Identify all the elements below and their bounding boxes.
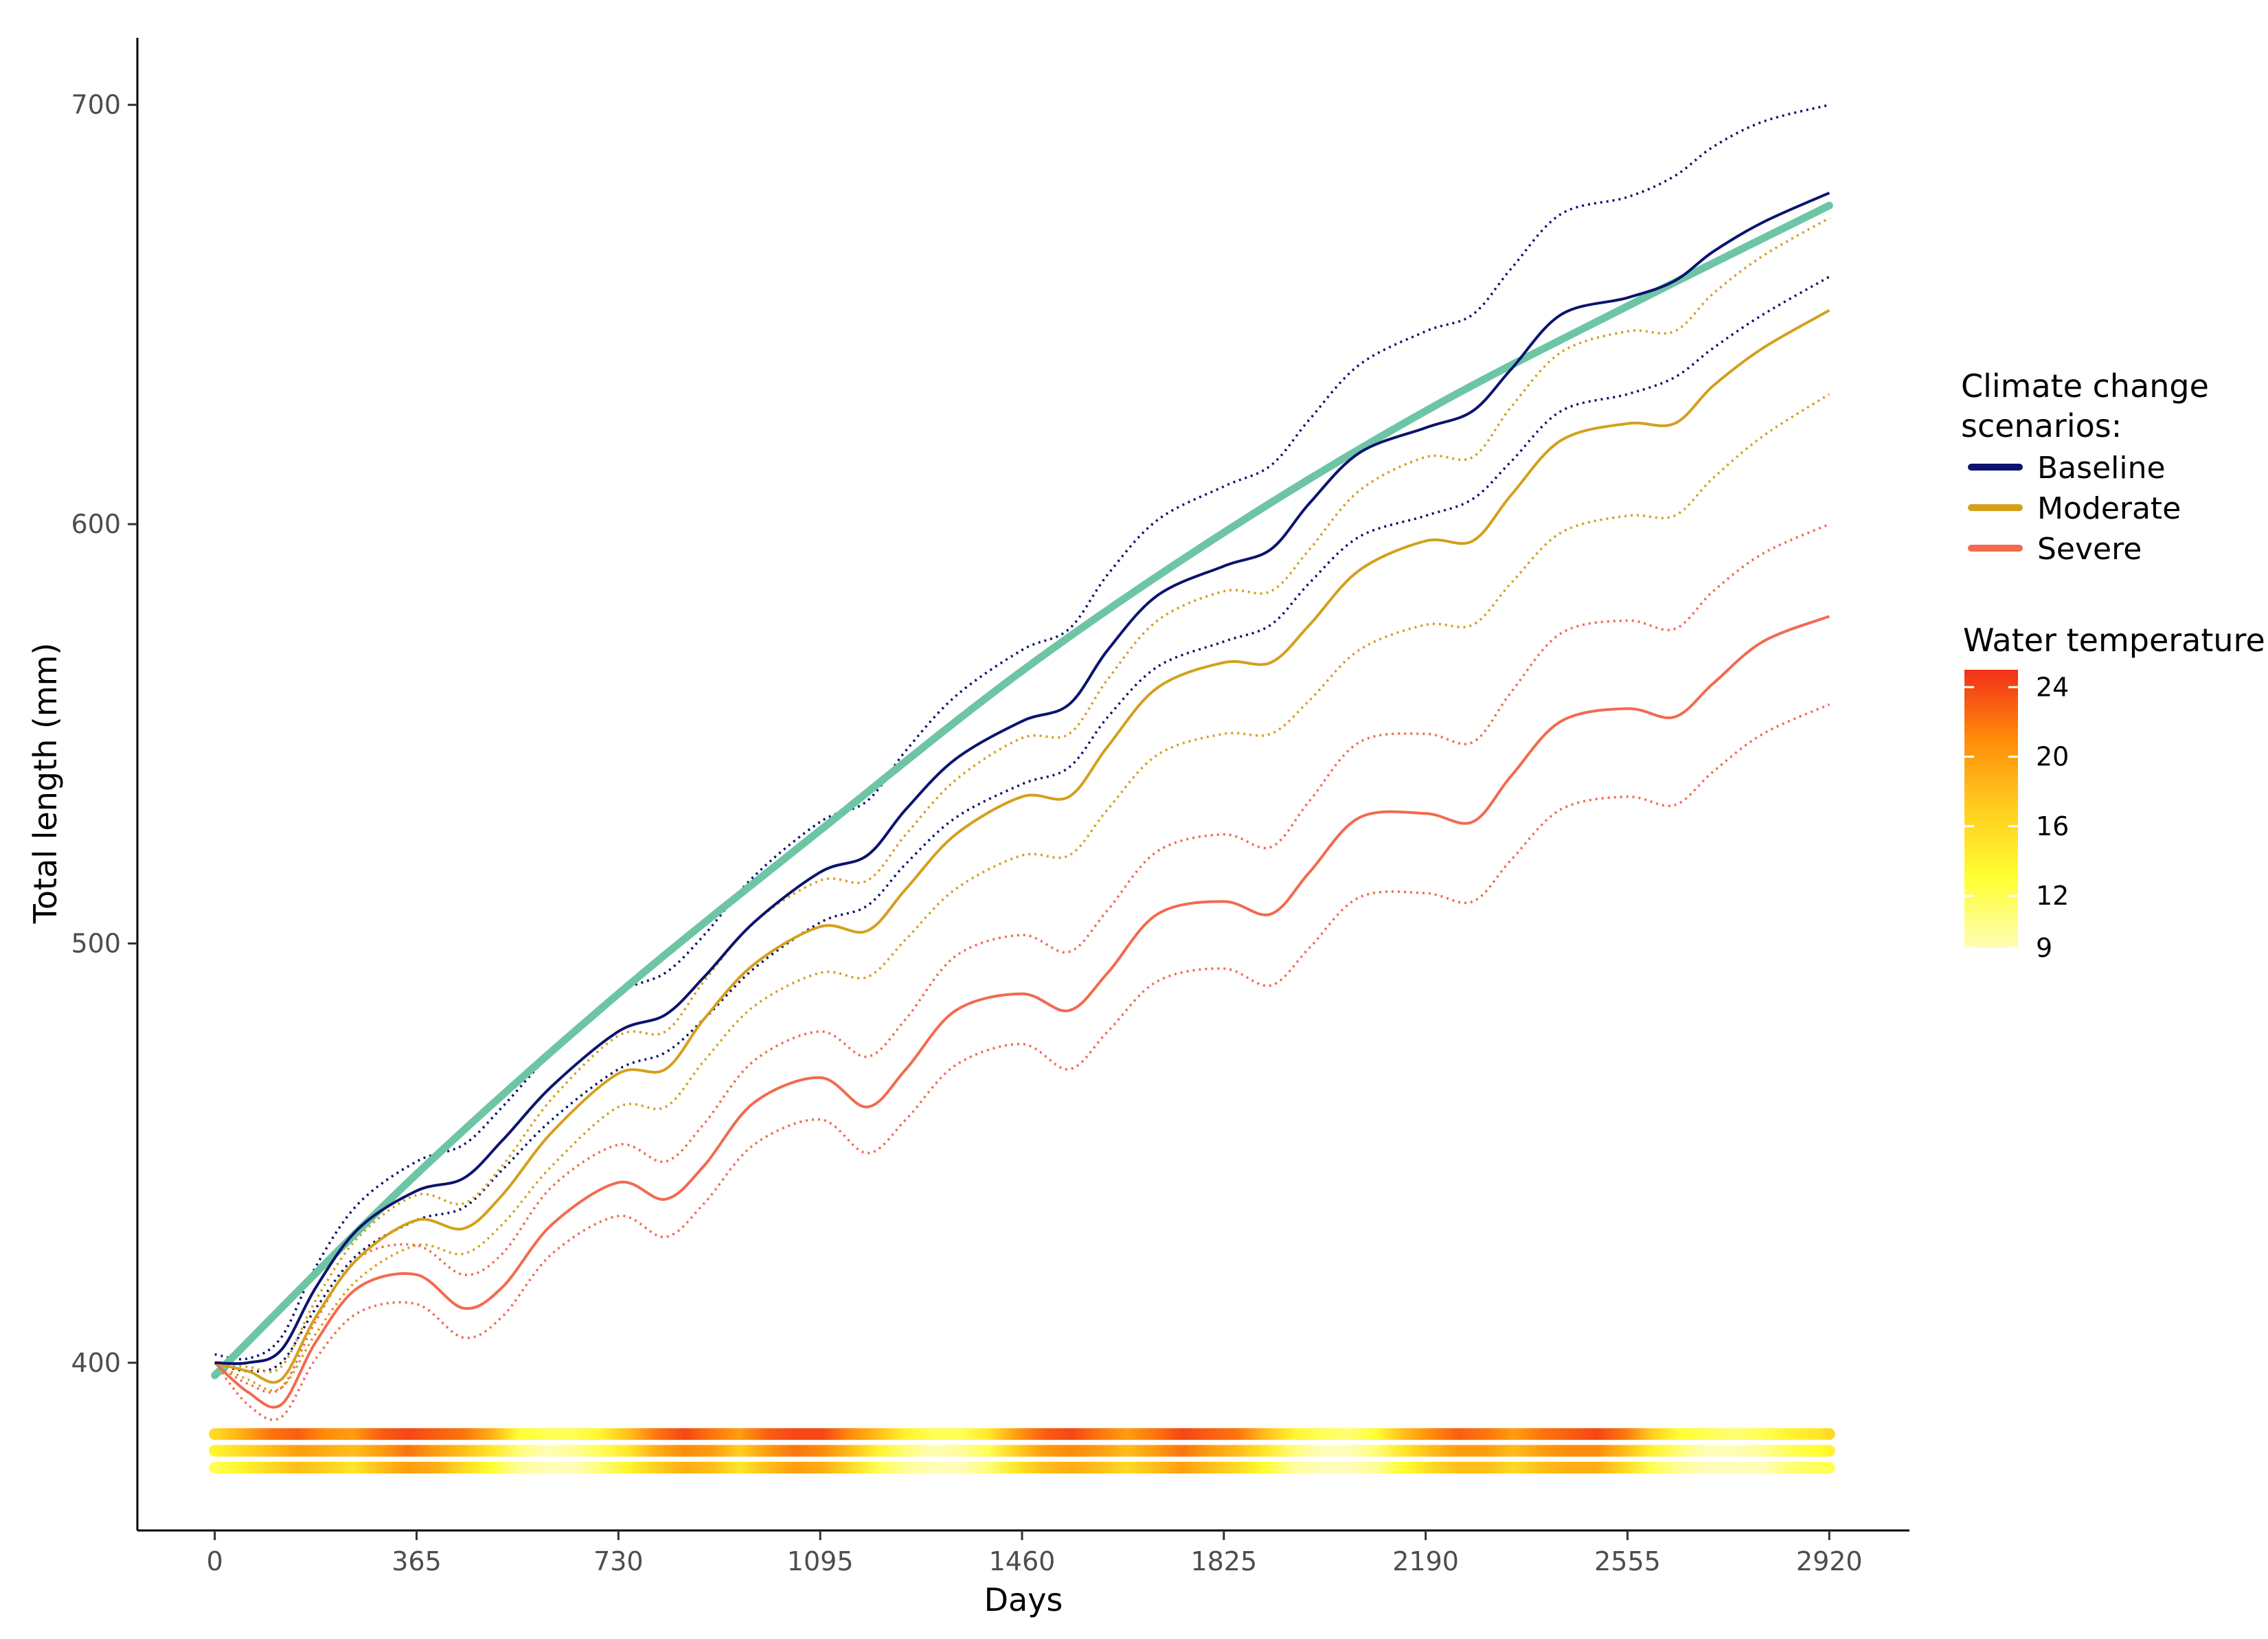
colorbar-tick-label: 20: [2036, 742, 2069, 772]
scenario-mean-lines: [214, 191, 1830, 1409]
y-ticks: 400 500 600 700: [71, 90, 137, 1378]
y-tick-label: 600: [71, 509, 121, 539]
x-tick-label: 365: [392, 1546, 442, 1576]
y-axis-title: Total length (mm): [27, 643, 64, 925]
reference-growth-line: [211, 201, 1833, 1379]
legend-label-severe: Severe: [2037, 532, 2142, 567]
legend-scenarios-title-line2: scenarios:: [1961, 407, 2122, 444]
colorbar-tick-label: 24: [2036, 672, 2069, 702]
series-severe-upper-bound: [214, 523, 1830, 1394]
y-tick-label: 500: [71, 928, 121, 958]
colorbar-tick-label: 16: [2036, 811, 2069, 841]
x-tick-label: 2190: [1392, 1546, 1459, 1576]
series-moderate-upper-bound: [214, 216, 1830, 1374]
legend-label-moderate: Moderate: [2037, 491, 2181, 526]
series-baseline-lower-bound: [214, 275, 1830, 1373]
confidence-bound-lines: [214, 104, 1830, 1421]
legend-scenarios-title-line1: Climate change: [1961, 368, 2209, 405]
x-tick-label: 2920: [1796, 1546, 1863, 1576]
x-tick-label: 1460: [989, 1546, 1056, 1576]
legend-items: Baseline Moderate Severe: [1968, 451, 2181, 567]
series-severe-mean-line: [214, 615, 1830, 1409]
series-baseline-upper-bound: [214, 104, 1830, 1361]
colorbar-tick-label: 9: [2036, 933, 2052, 963]
reference-growth-curve: [211, 201, 1833, 1379]
x-tick-label: 1095: [787, 1546, 854, 1576]
colorbar-ticks: 24 20 16 12 9: [1964, 672, 2069, 963]
colorbar-tick-label: 12: [2036, 881, 2069, 911]
series-moderate-mean-line: [214, 309, 1830, 1384]
series-baseline-mean-line: [214, 191, 1830, 1366]
axes: 0 365 730 1095 1460 1825 2190 2555 2920 400 500 60…: [27, 38, 1909, 1618]
x-tick-label: 2555: [1594, 1546, 1661, 1576]
legend: Climate change scenarios: Baseline Modera…: [1961, 368, 2265, 963]
temperature-strips: [209, 1428, 1835, 1473]
y-tick-label: 700: [71, 90, 121, 120]
x-tick-label: 1825: [1190, 1546, 1257, 1576]
plot-area: [209, 104, 1835, 1473]
x-ticks: 0 365 730 1095 1460 1825 2190 2555 2920: [207, 1530, 1863, 1576]
y-tick-label: 400: [71, 1348, 121, 1378]
x-tick-label: 730: [593, 1546, 644, 1576]
x-axis-title: Days: [984, 1581, 1063, 1618]
x-tick-label: 0: [207, 1546, 223, 1576]
colorbar-title: Water temperature: [1963, 622, 2265, 659]
series-severe-lower-bound: [214, 703, 1830, 1421]
series-moderate-lower-bound: [214, 393, 1830, 1392]
legend-label-baseline: Baseline: [2037, 451, 2166, 486]
colorbar: [1964, 670, 2018, 948]
